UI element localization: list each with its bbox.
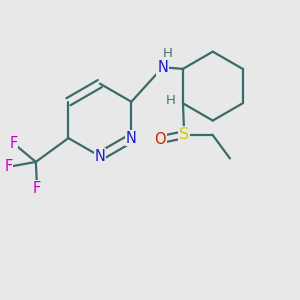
Text: F: F xyxy=(9,136,17,151)
Text: O: O xyxy=(154,132,166,147)
Text: N: N xyxy=(94,149,105,164)
Text: H: H xyxy=(163,47,172,60)
Text: N: N xyxy=(126,130,137,146)
Text: F: F xyxy=(33,181,41,196)
Text: N: N xyxy=(157,60,168,75)
Text: H: H xyxy=(166,94,176,107)
Text: F: F xyxy=(4,159,12,174)
Text: S: S xyxy=(179,127,189,142)
